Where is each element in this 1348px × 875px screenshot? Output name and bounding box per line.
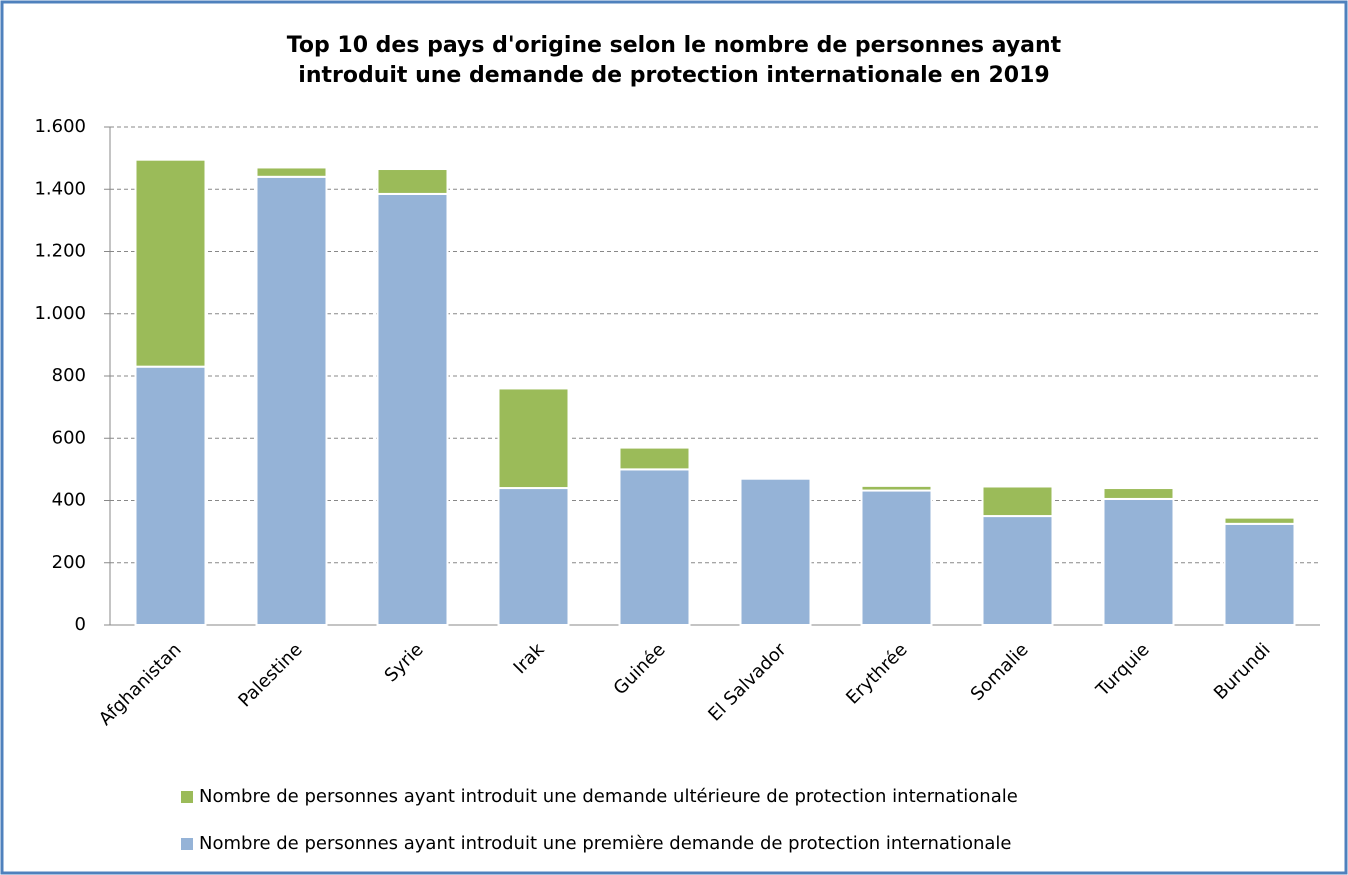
bar-segment bbox=[1102, 487, 1175, 500]
y-tick-label: 1.200 bbox=[34, 241, 86, 262]
bar-segment bbox=[981, 515, 1054, 626]
y-tick-label: 1.600 bbox=[34, 116, 86, 137]
y-tick-label: 1.000 bbox=[34, 303, 86, 324]
bar-segment bbox=[134, 158, 207, 368]
chart-title: Top 10 des pays d'origine selon le nombr… bbox=[287, 33, 1062, 58]
bar-segment bbox=[255, 166, 328, 178]
legend-label: Nombre de personnes ayant introduit une … bbox=[199, 786, 1018, 807]
bar-segment bbox=[1223, 516, 1296, 525]
bar-segment bbox=[860, 484, 933, 492]
bar-segment bbox=[618, 468, 691, 626]
bar-segment bbox=[1223, 522, 1296, 626]
bar-segment bbox=[981, 485, 1054, 518]
y-tick-label: 800 bbox=[52, 365, 86, 386]
y-tick-label: 200 bbox=[52, 552, 86, 573]
legend-label: Nombre de personnes ayant introduit une … bbox=[199, 833, 1012, 854]
bar-segment bbox=[376, 192, 449, 626]
bar-segment bbox=[1102, 497, 1175, 627]
bar-segment bbox=[860, 489, 933, 627]
bar-segment bbox=[739, 477, 812, 626]
chart-title: introduit une demande de protection inte… bbox=[298, 63, 1049, 88]
y-tick-label: 600 bbox=[52, 427, 86, 448]
y-tick-label: 400 bbox=[52, 490, 86, 511]
y-tick-label: 0 bbox=[75, 614, 86, 635]
legend-swatch bbox=[181, 791, 193, 803]
y-tick-label: 1.400 bbox=[34, 178, 86, 199]
bar-segment bbox=[134, 365, 207, 626]
bar-segment bbox=[497, 487, 570, 626]
bar-segment bbox=[497, 387, 570, 490]
bar-segment bbox=[376, 168, 449, 195]
bar-segment bbox=[618, 446, 691, 471]
bar-segment bbox=[255, 175, 328, 627]
legend-swatch bbox=[181, 838, 193, 850]
